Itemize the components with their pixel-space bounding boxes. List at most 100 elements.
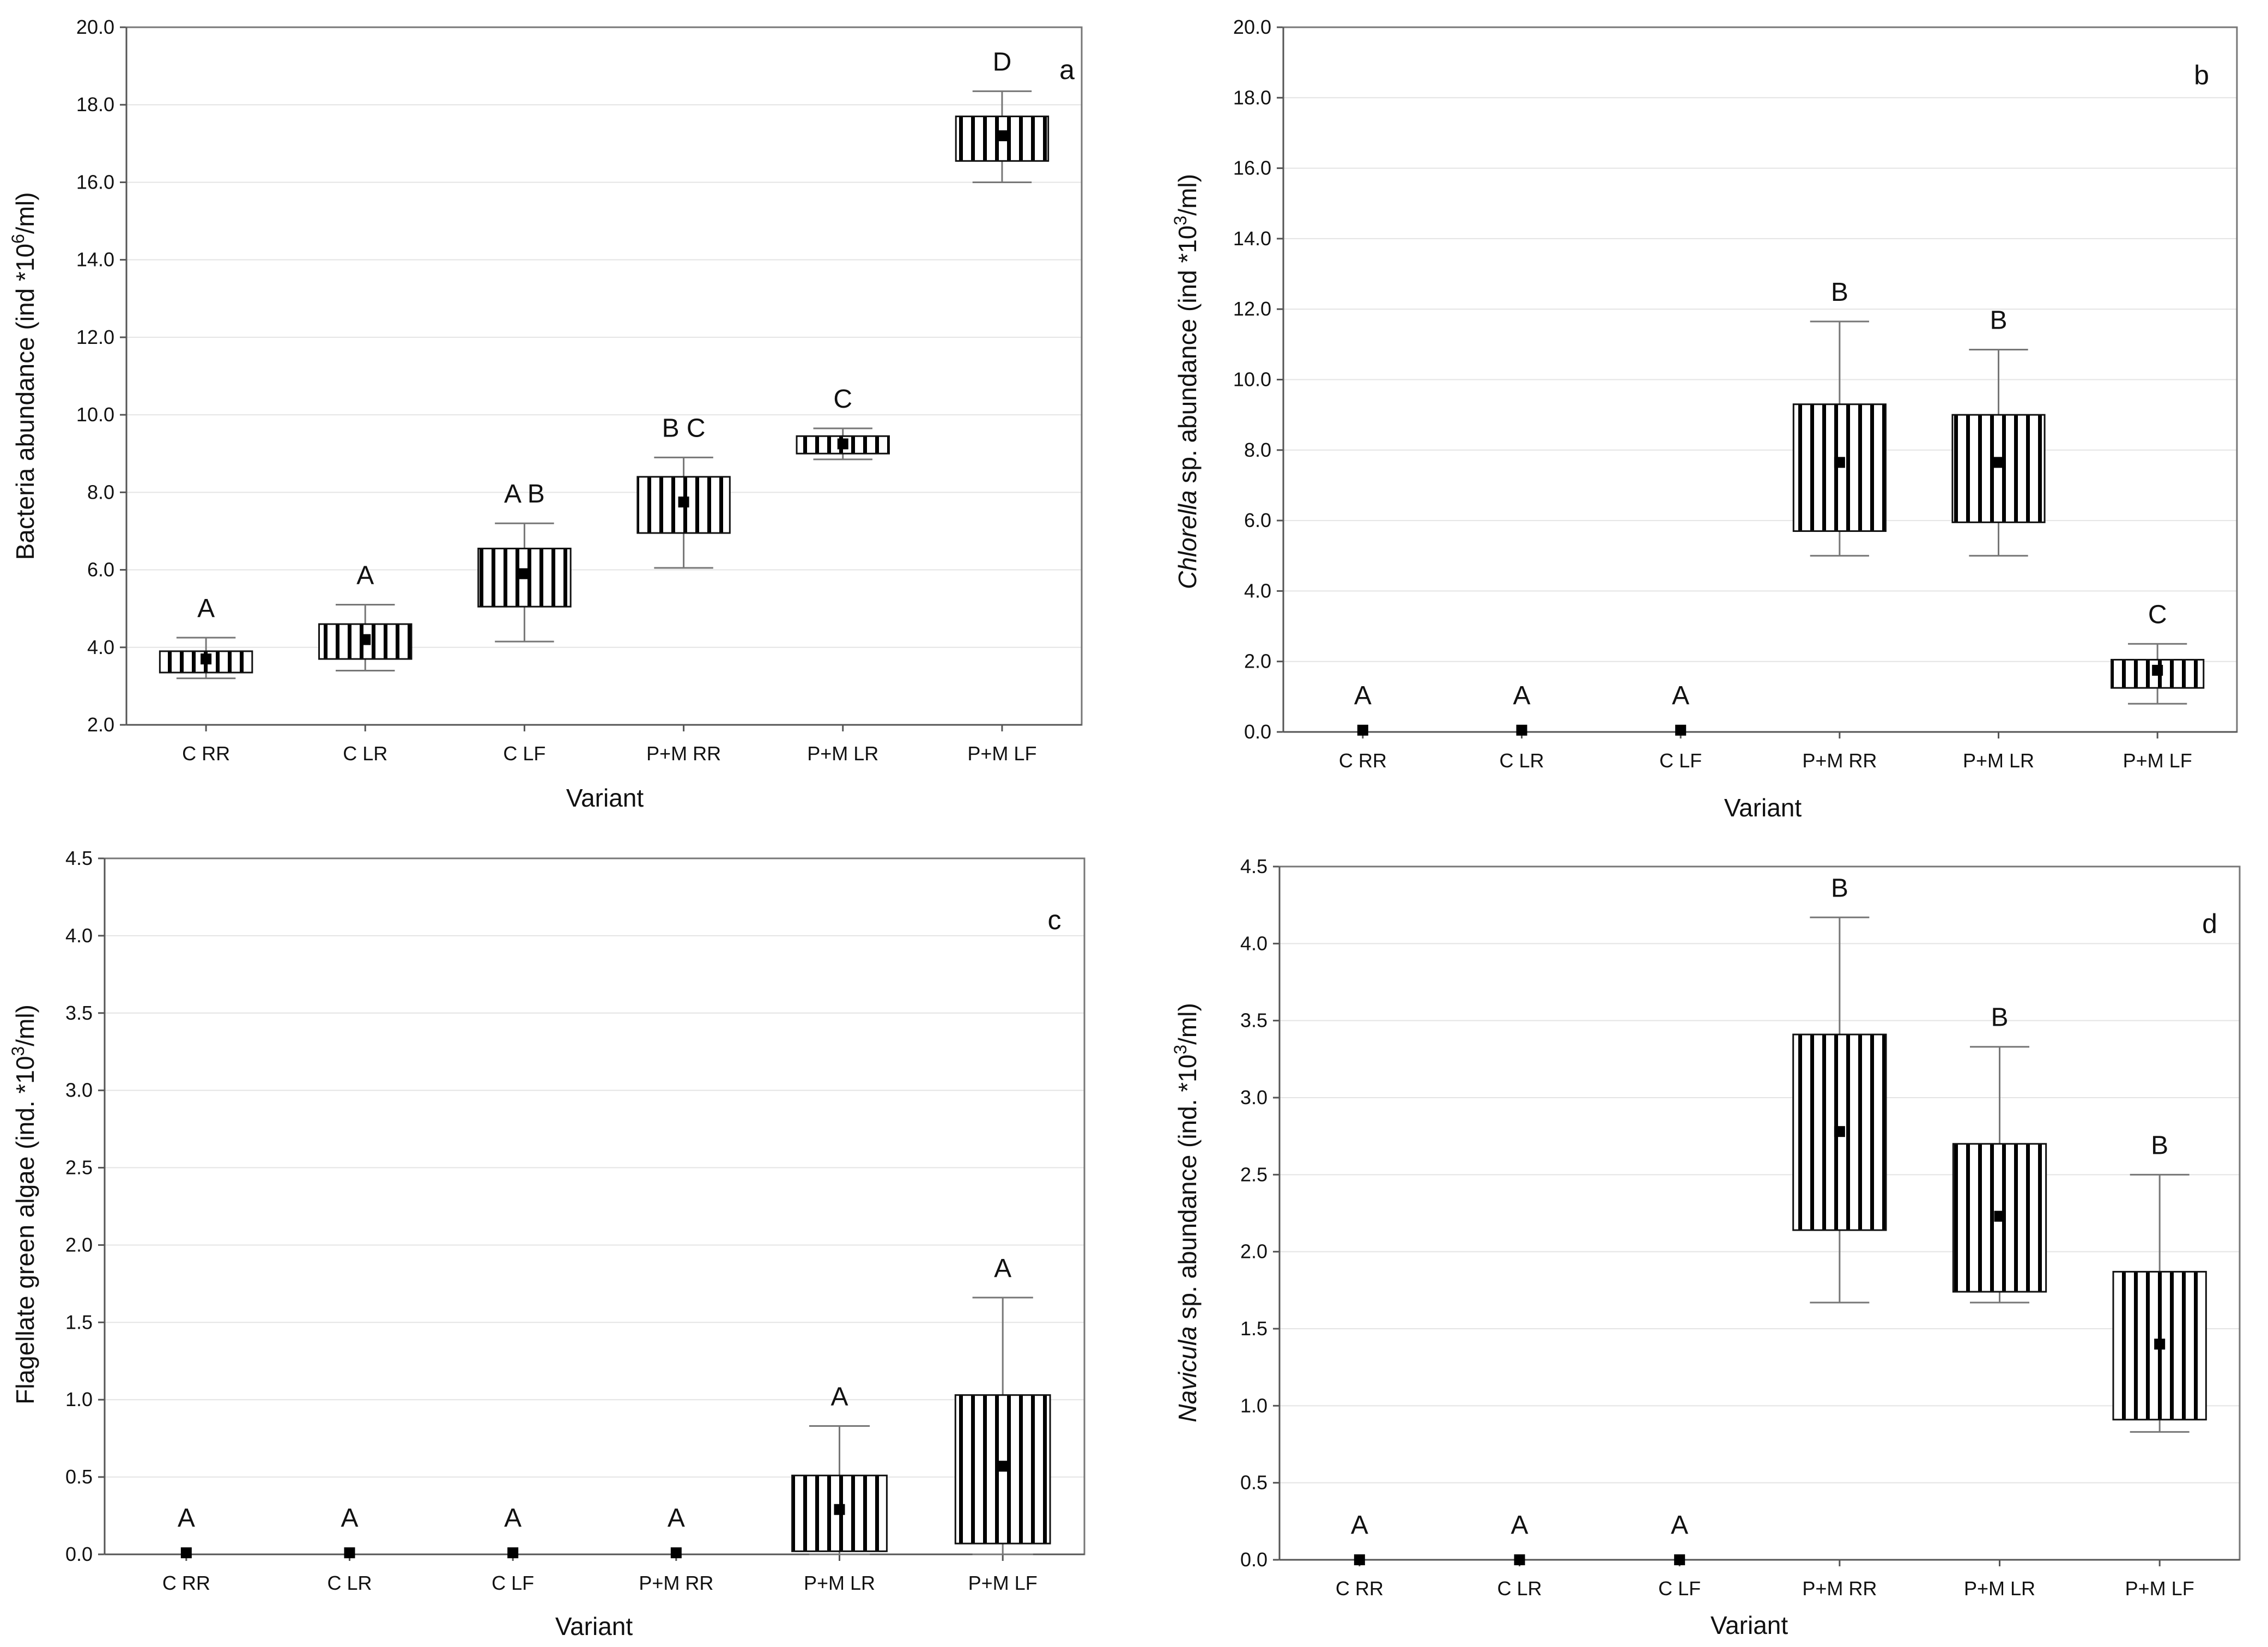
x-tick-label: P+M LR [804,1572,875,1594]
y-tick-label: 2.0 [87,713,114,736]
y-tick-label: 3.0 [65,1079,93,1101]
mean-marker [1357,724,1368,736]
group-letter: C [833,385,852,414]
mean-marker [1514,1554,1525,1565]
box [2112,1270,2207,1421]
x-tick-label: P+M RR [1802,749,1877,772]
mean-marker [180,1547,192,1559]
y-tick-label: 0.5 [1240,1472,1268,1494]
plot-frame [125,26,1083,726]
y-axis-title-part: /ml) [11,1004,39,1046]
y-axis-title-part: Navicula [1173,1326,1202,1422]
group-letter: B [2151,1131,2168,1160]
group-letter: B [1990,306,2007,335]
y-tick-label: 12.0 [1233,298,1271,320]
y-tick-label: 2.0 [1240,1240,1268,1263]
y-tick-label: 3.5 [1240,1009,1268,1032]
y-tick-label: 6.0 [1244,509,1271,531]
y-axis-title-superscript: 6 [8,234,28,244]
y-axis-title: Flagellate green algae (ind. *103/ml) [8,1004,39,1404]
x-axis-title: Variant [1724,794,1802,822]
y-axis-title-superscript: 3 [1171,216,1190,226]
x-tick-label: P+M RR [646,742,721,765]
y-tick-label: 8.0 [1244,439,1271,461]
mean-marker [1674,1554,1685,1565]
y-tick-label: 0.0 [1244,720,1271,743]
y-tick-label: 2.0 [1244,650,1271,673]
mean-marker [996,130,1008,142]
y-tick-label: 18.0 [76,93,114,116]
group-letter: A [356,561,374,590]
y-tick-label: 14.0 [76,249,114,271]
y-tick-label: 3.0 [1240,1086,1268,1109]
panel-letter: d [2202,909,2217,939]
group-letter: B [1831,278,1848,307]
mean-marker [2154,1339,2166,1350]
group-letter: A [178,1504,195,1533]
box [1951,414,2046,523]
x-tick-label: P+M LR [807,742,878,765]
group-letter: A [1351,1511,1368,1540]
y-tick-label: 2.5 [65,1156,93,1179]
mean-marker [344,1547,355,1559]
x-axis-title: Variant [555,1612,633,1640]
mean-marker [837,438,848,450]
y-tick-label: 0.0 [1240,1548,1268,1571]
group-letter: A [504,1504,521,1533]
y-axis-title-part: Flagellate green algae (ind. *10 [11,1056,39,1404]
group-letter: A [1511,1511,1528,1540]
x-tick-label: C RR [1336,1577,1384,1600]
x-tick-label: C LR [1497,1577,1542,1600]
x-tick-label: P+M RR [1802,1577,1877,1600]
x-tick-label: C RR [162,1572,210,1594]
group-letter: A [1672,681,1689,710]
mean-marker [1834,1126,1845,1137]
panel-d: 0.0 0.5 1.0 1.5 2.0 2.5 3.0 3.5 4.0 4.5 C RR C LR C … [1171,855,2241,1639]
x-axis-title: Variant [1711,1611,1788,1639]
y-tick-label: 0.0 [65,1543,93,1565]
y-axis-title-superscript: 3 [8,1046,28,1056]
plot-frame [104,857,1086,1555]
y-axis-title-part: /ml) [1173,1003,1202,1045]
y-axis-title: Navicula sp. abundance (ind. *103/ml) [1171,1003,1202,1422]
y-axis-title-part: sp. abundance (ind *10 [1173,225,1202,490]
y-tick-label: 4.5 [65,847,93,869]
x-tick-label: P+M LF [968,1572,1038,1594]
y-tick-label: 1.0 [65,1388,93,1410]
x-tick-label: C LR [343,742,387,765]
x-tick-label: C LR [327,1572,372,1594]
y-tick-label: 0.5 [65,1466,93,1488]
mean-marker [997,1461,1009,1472]
group-letter: B [1991,1003,2008,1032]
panel-b: 0.0 2.0 4.0 6.0 8.0 10.0 12.0 14.0 16.0 18.0 20.0 C… [1171,16,2238,822]
y-tick-label: 2.0 [65,1233,93,1256]
x-tick-label: C LF [1658,1577,1701,1600]
y-tick-label: 10.0 [1233,368,1271,391]
y-tick-label: 2.5 [1240,1163,1268,1185]
mean-marker [678,496,689,508]
mean-marker [1354,1554,1365,1565]
mean-marker [1516,724,1527,736]
group-letter: C [2148,600,2167,629]
y-tick-label: 16.0 [1233,157,1271,179]
y-tick-label: 4.0 [1240,932,1268,954]
plot-frame [1278,865,2241,1561]
group-letter: A [341,1504,358,1533]
y-axis-title: Chlorella sp. abundance (ind *103/ml) [1171,174,1202,589]
mean-marker [507,1547,519,1559]
y-tick-label: 16.0 [76,171,114,193]
y-tick-label: 4.0 [65,924,93,947]
y-tick-label: 20.0 [1233,16,1271,38]
y-tick-label: 1.5 [65,1311,93,1333]
mean-marker [2152,664,2163,676]
group-letter: A [994,1254,1011,1283]
group-letter: A [1513,681,1530,710]
mean-marker [201,653,212,665]
panel-a: 2.0 4.0 6.0 8.0 10.0 12.0 14.0 16.0 18.0 20.0 C RR… [8,16,1083,812]
y-tick-label: 6.0 [87,559,114,581]
y-axis-title-part: /ml) [11,192,39,234]
x-tick-label: C LF [503,742,545,765]
y-tick-label: 1.0 [1240,1394,1268,1416]
x-tick-label: P+M LF [2123,749,2192,772]
